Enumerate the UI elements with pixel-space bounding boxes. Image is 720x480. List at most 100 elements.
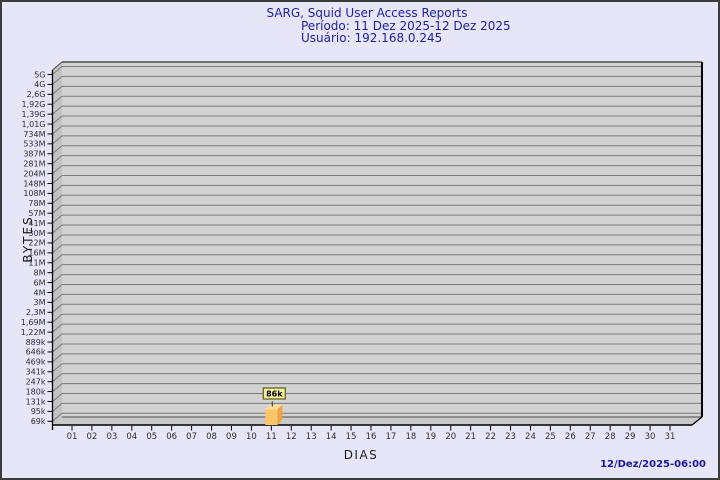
wall-diagonal <box>52 224 63 234</box>
wall-diagonal <box>52 155 63 165</box>
plot-left-wall <box>52 62 62 425</box>
y-tick-label: 5G <box>34 70 45 79</box>
y-tick-label: 1,01G <box>21 120 45 129</box>
x-tick-label: 19 <box>425 432 436 442</box>
wall-diagonal <box>52 393 63 402</box>
y-tick-label: 11M <box>28 259 45 268</box>
y-tick-label: 533M <box>23 140 45 149</box>
x-tick-label: 26 <box>565 432 576 442</box>
wall-diagonal <box>52 244 63 254</box>
x-tick-label: 17 <box>386 432 397 442</box>
x-tick-label: 25 <box>545 432 556 442</box>
wall-diagonal <box>52 383 63 392</box>
chart-title: SARG, Squid User Access Reports <box>266 6 468 20</box>
y-tick-label: 387M <box>23 150 45 159</box>
y-tick-label: 4M <box>34 288 46 297</box>
x-axis-title: DIAS <box>343 448 379 462</box>
x-tick-label: 27 <box>585 432 596 442</box>
x-tick-label: 31 <box>665 432 676 442</box>
wall-diagonal <box>52 373 63 383</box>
y-tick-label: 108M <box>23 189 45 198</box>
wall-diagonal <box>52 85 63 95</box>
plot-top-left-edge <box>52 61 63 71</box>
wall-diagonal <box>52 313 63 323</box>
wall-diagonal <box>52 204 63 214</box>
x-tick-label: 11 <box>266 432 277 442</box>
x-tick-label: 01 <box>67 432 78 442</box>
y-tick-label: 1,22M <box>21 328 46 337</box>
wall-diagonal <box>52 175 63 184</box>
y-tick-label: 95k <box>31 407 46 416</box>
y-tick-label: 78M <box>28 199 45 208</box>
x-tick-label: 08 <box>206 432 217 442</box>
wall-diagonal <box>52 165 63 174</box>
y-tick-label: 2,6G <box>27 90 46 99</box>
x-tick-label: 04 <box>126 432 137 442</box>
y-tick-label: 1,92G <box>21 100 45 109</box>
y-tick-label: 148M <box>23 179 45 188</box>
y-tick-label: 247k <box>26 377 46 386</box>
y-tick-label: 69k <box>31 417 46 426</box>
y-tick-label: 734M <box>23 130 45 139</box>
x-tick-label: 23 <box>505 432 516 442</box>
y-tick-label: 889k <box>26 338 46 347</box>
wall-diagonal <box>52 274 63 283</box>
wall-diagonal <box>52 115 63 125</box>
wall-diagonal <box>52 412 63 422</box>
bar-front-face <box>265 409 278 425</box>
x-tick-label: 06 <box>166 432 177 442</box>
y-tick-label: 1,69M <box>21 318 46 327</box>
wall-diagonal <box>52 234 63 244</box>
x-tick-label: 09 <box>226 432 237 442</box>
x-tick-label: 28 <box>605 432 616 442</box>
bar-side-face <box>277 404 283 425</box>
x-tick-label: 29 <box>625 432 636 442</box>
y-tick-label: 281M <box>23 159 45 168</box>
y-tick-label: 4G <box>34 80 45 89</box>
y-tick-label: 16M <box>28 249 45 258</box>
x-tick-label: 20 <box>445 432 456 442</box>
y-tick-label: 1,39G <box>21 110 45 119</box>
wall-diagonal <box>52 214 63 224</box>
wall-diagonal <box>52 403 63 412</box>
y-tick-label: 8M <box>34 268 46 277</box>
wall-diagonal <box>52 264 63 274</box>
x-tick-label: 15 <box>346 432 357 442</box>
y-tick-label: 204M <box>23 169 45 178</box>
y-tick-label: 22M <box>28 239 45 248</box>
x-tick-label: 30 <box>645 432 656 442</box>
y-tick-label: 3M <box>34 298 46 307</box>
wall-diagonal <box>52 343 63 353</box>
x-tick-label: 14 <box>326 432 337 442</box>
x-tick-label: 16 <box>366 432 377 442</box>
value-callout-label: 86k <box>266 389 283 398</box>
x-tick-label: 12 <box>286 432 297 442</box>
chart-subtitle-period: Período: 11 Dez 2025-12 Dez 2025 <box>301 19 511 33</box>
x-tick-label: 05 <box>146 432 157 442</box>
wall-diagonal <box>52 76 63 85</box>
y-tick-label: 2,3M <box>26 308 46 317</box>
wall-diagonal <box>52 185 63 194</box>
floor-right-edge <box>691 416 703 426</box>
wall-diagonal <box>52 363 63 373</box>
wall-diagonal <box>52 125 63 135</box>
x-tick-label: 07 <box>186 432 197 442</box>
wall-diagonal <box>52 145 63 155</box>
wall-diagonal <box>52 333 63 343</box>
x-tick-label: 10 <box>246 432 257 442</box>
plot-floor <box>52 417 702 425</box>
x-tick-label: 24 <box>525 432 536 442</box>
wall-diagonal <box>52 66 63 75</box>
value-callout-box <box>262 387 287 400</box>
wall-diagonal <box>52 323 63 333</box>
wall-diagonal <box>52 254 63 264</box>
y-tick-label: 469k <box>26 358 46 367</box>
wall-diagonal <box>52 303 63 313</box>
report-timestamp: 12/Dez/2025-06:00 <box>600 459 706 470</box>
wall-diagonal <box>52 353 63 363</box>
chart-subtitle-user: Usuário: 192.168.0.245 <box>301 31 443 45</box>
x-tick-label: 02 <box>87 432 98 442</box>
wall-diagonal <box>52 284 63 293</box>
y-tick-label: 341k <box>26 368 46 377</box>
